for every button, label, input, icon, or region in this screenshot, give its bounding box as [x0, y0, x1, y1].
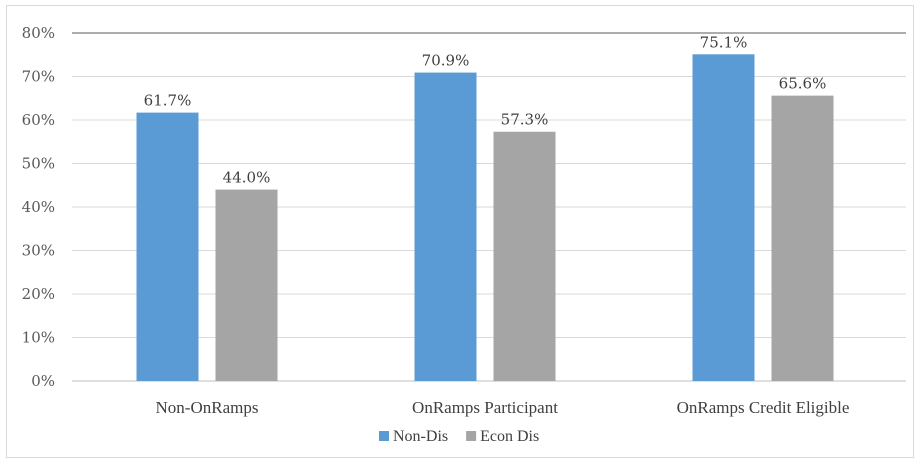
legend-swatch: [466, 431, 477, 441]
y-tick-label: 60%: [22, 111, 55, 129]
x-tick-label: OnRamps Participant: [412, 398, 558, 417]
legend-label: Non-Dis: [393, 428, 448, 445]
y-tick-label: 30%: [22, 242, 55, 260]
data-label: 75.1%: [700, 33, 748, 51]
bar: [414, 72, 477, 382]
y-tick-label: 50%: [22, 155, 55, 173]
y-tick-label: 10%: [22, 329, 55, 347]
data-label: 61.7%: [144, 92, 192, 110]
data-label: 57.3%: [501, 111, 549, 129]
data-label: 70.9%: [422, 52, 470, 70]
data-label: 65.6%: [779, 75, 827, 93]
y-tick-label: 0%: [31, 372, 55, 390]
y-tick-label: 70%: [22, 68, 55, 86]
bar: [692, 54, 755, 381]
bar: [215, 189, 278, 381]
y-tick-label: 40%: [22, 198, 55, 216]
y-tick-label: 80%: [22, 24, 55, 42]
bar: [136, 112, 199, 381]
data-label: 44.0%: [223, 169, 271, 187]
y-tick-label: 20%: [22, 285, 55, 303]
bar: [493, 131, 556, 381]
legend-swatch: [379, 431, 389, 441]
x-tick-label: Non-OnRamps: [156, 398, 259, 417]
bar: [771, 95, 834, 381]
chart-frame: [6, 5, 914, 458]
x-tick-label: OnRamps Credit Eligible: [677, 398, 850, 417]
legend-label: Econ Dis: [480, 428, 539, 445]
